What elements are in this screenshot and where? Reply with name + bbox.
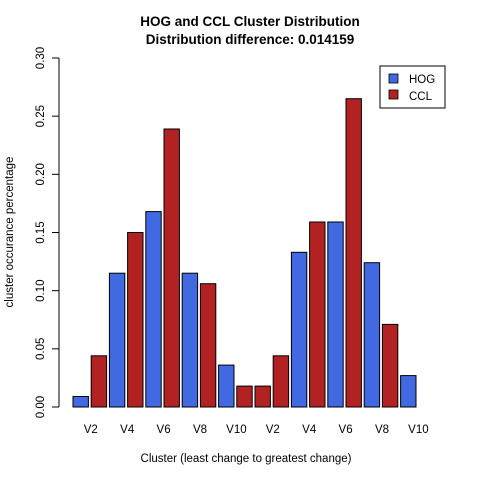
legend: HOG CCL [379, 65, 446, 109]
x-tick-label: V8 [193, 424, 207, 436]
legend-box [379, 65, 446, 109]
bar-hog-v9 [218, 364, 235, 408]
bar-hog-v7 [363, 262, 381, 408]
legend-swatch-ccl [388, 89, 399, 100]
chart-title: HOG and CCL Cluster Distribution [140, 14, 360, 29]
x-axis-label: Cluster (least change to greatest change… [141, 453, 352, 465]
y-tick-label: 0.10 [35, 279, 47, 301]
y-tick-label: 0.20 [35, 163, 47, 185]
x-tick-label: V8 [375, 424, 389, 436]
legend-label-ccl: CCL [409, 91, 433, 103]
x-tick-label: V6 [157, 424, 171, 436]
x-tick-label: V6 [339, 424, 353, 436]
bar-hog-v3 [108, 272, 126, 408]
x-tick-label: V2 [266, 424, 280, 436]
bar-ccl-v8 [199, 283, 217, 408]
bar-ccl-v2 [90, 355, 108, 408]
x-tick-label: V4 [120, 424, 135, 436]
x-tick-label: V10 [408, 424, 428, 436]
bar-ccl-v8 [381, 323, 399, 408]
bar-hog-v5 [145, 211, 162, 408]
bar-ccl-v4 [127, 232, 144, 408]
y-tick-label: 0.25 [35, 105, 47, 127]
y-tick-label: 0.15 [35, 221, 47, 243]
bars [72, 98, 417, 408]
bar-hog-v3 [290, 251, 308, 408]
bar-hog-v5 [327, 221, 344, 408]
y-tick-label: 0.00 [35, 396, 47, 418]
legend-label-hog: HOG [409, 74, 435, 86]
bar-ccl-v6 [345, 98, 362, 408]
bar-hog-v7 [181, 272, 199, 408]
bar-ccl-v6 [163, 128, 180, 408]
x-tick-label: V10 [226, 424, 246, 436]
bar-ccl-v2 [272, 355, 290, 408]
y-tick-label: 0.05 [35, 338, 47, 360]
chart-subtitle: Distribution difference: 0.014159 [146, 32, 355, 47]
x-tick-label: V2 [84, 424, 98, 436]
y-tick-label: 0.30 [35, 47, 47, 69]
legend-swatch-hog [388, 73, 399, 84]
bar-ccl-v10 [236, 385, 253, 408]
bar-hog-v9 [400, 375, 417, 408]
y-axis: 0.00 0.05 0.10 0.15 0.20 0.25 0.30 [35, 47, 60, 418]
bar-ccl-v4 [309, 221, 326, 408]
y-axis-label: cluster occurance percentage [4, 157, 16, 308]
x-tick-labels: V2 V4 V6 V8 V10 V2 V4 V6 V8 V10 [84, 424, 429, 436]
bar-ccl-v1 [254, 385, 271, 408]
x-tick-label: V4 [302, 424, 317, 436]
bar-hog-v1 [72, 396, 89, 408]
